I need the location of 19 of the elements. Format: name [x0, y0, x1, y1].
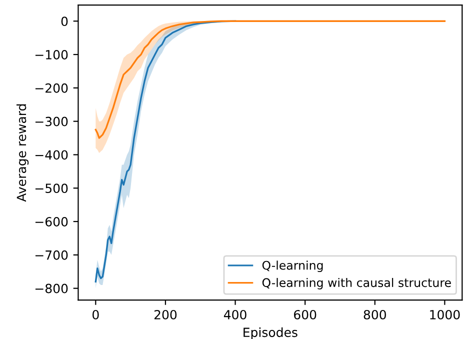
y-tick-label: −200	[35, 83, 68, 93]
y-axis-title: Average reward	[16, 104, 29, 202]
y-tick-label: −700	[35, 250, 68, 260]
legend-label: Q-learning	[262, 260, 323, 272]
x-tick-label: 600	[294, 310, 316, 320]
y-tick-label: −500	[35, 184, 68, 194]
x-tick-label: 0	[92, 310, 99, 320]
y-tick-label: −300	[35, 116, 68, 126]
y-tick-label: −600	[35, 216, 68, 226]
x-tick-label: 800	[364, 310, 386, 320]
x-axis-title: Episodes	[244, 327, 298, 339]
y-tick-label: −100	[35, 50, 68, 60]
x-tick-label: 200	[154, 310, 177, 320]
y-tick-label: −400	[35, 150, 68, 160]
x-tick-label: 400	[224, 310, 246, 320]
x-tick-label: 1000	[430, 310, 460, 320]
y-tick-label: 0	[61, 16, 68, 26]
y-tick-label: −800	[35, 284, 68, 294]
legend-label: Q-learning with causal structure	[262, 278, 451, 290]
